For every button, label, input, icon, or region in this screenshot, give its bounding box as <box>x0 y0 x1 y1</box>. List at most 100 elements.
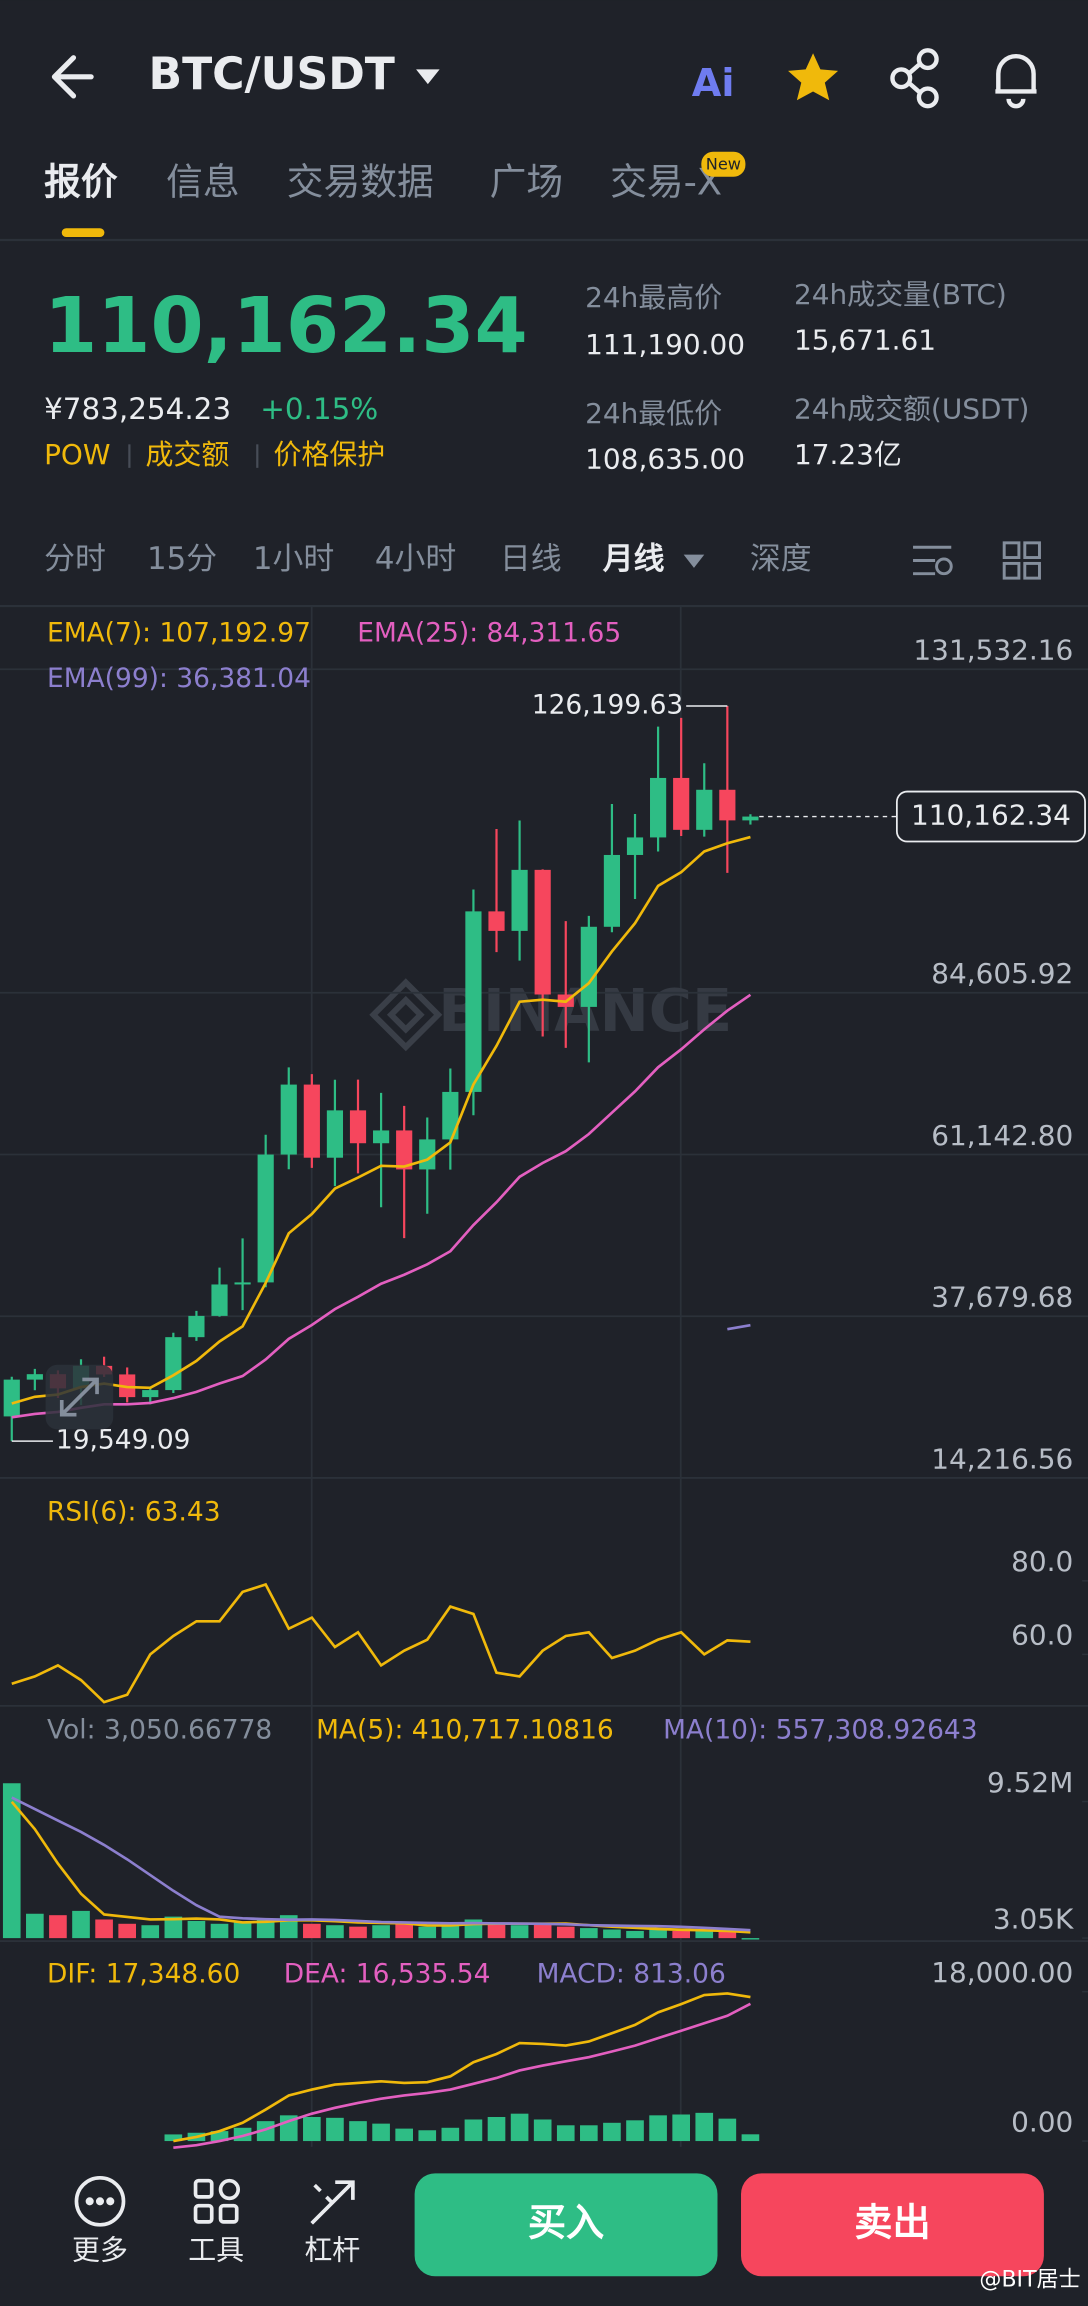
favorite-button[interactable] <box>788 53 839 101</box>
candle-body <box>3 1379 20 1417</box>
indicator-line <box>11 993 752 1419</box>
tag[interactable]: 成交额 <box>146 438 230 471</box>
buy-label[interactable]: 买入 <box>528 2201 604 2245</box>
bar <box>372 2123 390 2142</box>
leverage-icon[interactable] <box>310 2180 355 2225</box>
bar <box>510 1925 529 1939</box>
candle-body <box>211 1284 228 1316</box>
bar <box>72 1910 90 1939</box>
back-button[interactable] <box>51 55 94 99</box>
bar <box>626 1930 644 1939</box>
interval[interactable]: 4小时 <box>375 541 456 577</box>
bar <box>141 1925 160 1939</box>
sell-label[interactable]: 卖出 <box>854 2201 930 2245</box>
y-tick-label: 84,605.92 <box>931 957 1073 990</box>
candle-body <box>511 869 528 931</box>
layout-button[interactable] <box>1002 541 1041 580</box>
bar <box>464 2119 483 2142</box>
bar <box>672 2114 690 2142</box>
candle-body <box>280 1084 297 1155</box>
legend-label: MA(10): 557,308.92643 <box>663 1714 978 1745</box>
nav-label[interactable]: 工具 <box>188 2233 244 2266</box>
candle-body <box>626 837 644 855</box>
sell-button[interactable] <box>741 2173 1044 2277</box>
bar <box>256 2121 275 2142</box>
y-tick-label: 0.00 <box>1011 2105 1073 2138</box>
pair-title[interactable]: BTC/USDT <box>148 49 394 100</box>
interval-dropdown[interactable] <box>683 554 705 568</box>
watermark-logo <box>369 978 443 1052</box>
bar <box>741 2134 760 2142</box>
bar <box>2 1783 21 1939</box>
bar <box>303 2116 321 2142</box>
candle-body <box>142 1390 159 1398</box>
more-icon[interactable] <box>74 2175 126 2227</box>
last-price: 110,162.34 <box>44 282 528 371</box>
legend-label: EMA(7): 107,192.97 <box>47 617 311 648</box>
bar <box>418 1926 437 1939</box>
bar <box>233 1922 252 1939</box>
indicator-line <box>173 1992 751 2143</box>
candle-body <box>26 1374 43 1380</box>
y-tick-label: 61,142.80 <box>931 1119 1073 1152</box>
stat-label: 24h最高价 <box>585 281 722 314</box>
bar <box>695 1930 714 1939</box>
stat-value: 111,190.00 <box>585 328 745 361</box>
tab[interactable]: 信息 <box>166 161 240 204</box>
indicator-line <box>727 1323 751 1331</box>
new-badge-text: New <box>706 154 741 173</box>
interval[interactable]: 分时 <box>44 541 106 577</box>
stat-label: 24h最低价 <box>585 397 722 430</box>
bar <box>556 1926 575 1939</box>
candle-body <box>488 911 505 931</box>
tag[interactable]: 价格保护 <box>273 438 385 471</box>
interval[interactable]: 15分 <box>147 541 217 577</box>
interval[interactable]: 月线 <box>603 541 665 577</box>
stat-value: 108,635.00 <box>585 443 745 476</box>
ai-button[interactable]: Ai <box>692 62 735 106</box>
bar <box>487 2116 506 2142</box>
legend-label: EMA(25): 84,311.65 <box>357 617 621 648</box>
bar <box>718 2118 737 2142</box>
bar <box>164 2134 183 2142</box>
last-price-tag <box>895 790 1086 843</box>
tools-icon[interactable] <box>193 2178 241 2224</box>
tab[interactable]: 报价 <box>44 161 118 204</box>
interval[interactable]: 1小时 <box>253 541 334 577</box>
share-button[interactable] <box>890 48 939 109</box>
expand-button[interactable] <box>45 1364 114 1430</box>
candle-body <box>234 1282 251 1285</box>
nav-label[interactable]: 更多 <box>72 2233 128 2266</box>
bar <box>210 1923 229 1939</box>
y-tick-label: 3.05K <box>993 1902 1074 1935</box>
interval[interactable]: 深度 <box>750 541 812 577</box>
candle-body <box>442 1091 459 1140</box>
tag[interactable]: POW <box>44 438 110 471</box>
candle-body <box>673 777 690 830</box>
bar <box>326 2117 344 2142</box>
legend-label: DEA: 16,535.54 <box>284 1958 491 1989</box>
legend-label: MA(5): 410,717.10816 <box>316 1714 614 1745</box>
candle-body <box>650 777 667 838</box>
interval[interactable]: 日线 <box>500 541 562 577</box>
tab[interactable]: 交易数据 <box>287 161 434 204</box>
bar <box>395 1923 413 1939</box>
last-price-tag-text: 110,162.34 <box>911 799 1071 832</box>
indicator-settings[interactable] <box>913 545 953 576</box>
pair-dropdown[interactable] <box>416 69 440 85</box>
candle-body <box>257 1154 274 1283</box>
notification-button[interactable] <box>995 53 1037 109</box>
nav-label[interactable]: 杠杆 <box>304 2233 360 2266</box>
legend-label: RSI(6): 63.43 <box>47 1497 221 1528</box>
bar <box>187 1920 206 1939</box>
tab[interactable]: 广场 <box>490 161 564 204</box>
price-change: +0.15% <box>260 392 378 426</box>
buy-button[interactable] <box>414 2173 718 2277</box>
stat-label: 24h成交量(BTC) <box>794 278 1007 311</box>
indicator-line <box>11 835 751 1405</box>
bar <box>718 1929 737 1939</box>
stat-value: 17.23亿 <box>794 438 902 471</box>
candle-body <box>188 1315 205 1338</box>
candle-body <box>534 869 551 995</box>
bar <box>441 2127 460 2142</box>
